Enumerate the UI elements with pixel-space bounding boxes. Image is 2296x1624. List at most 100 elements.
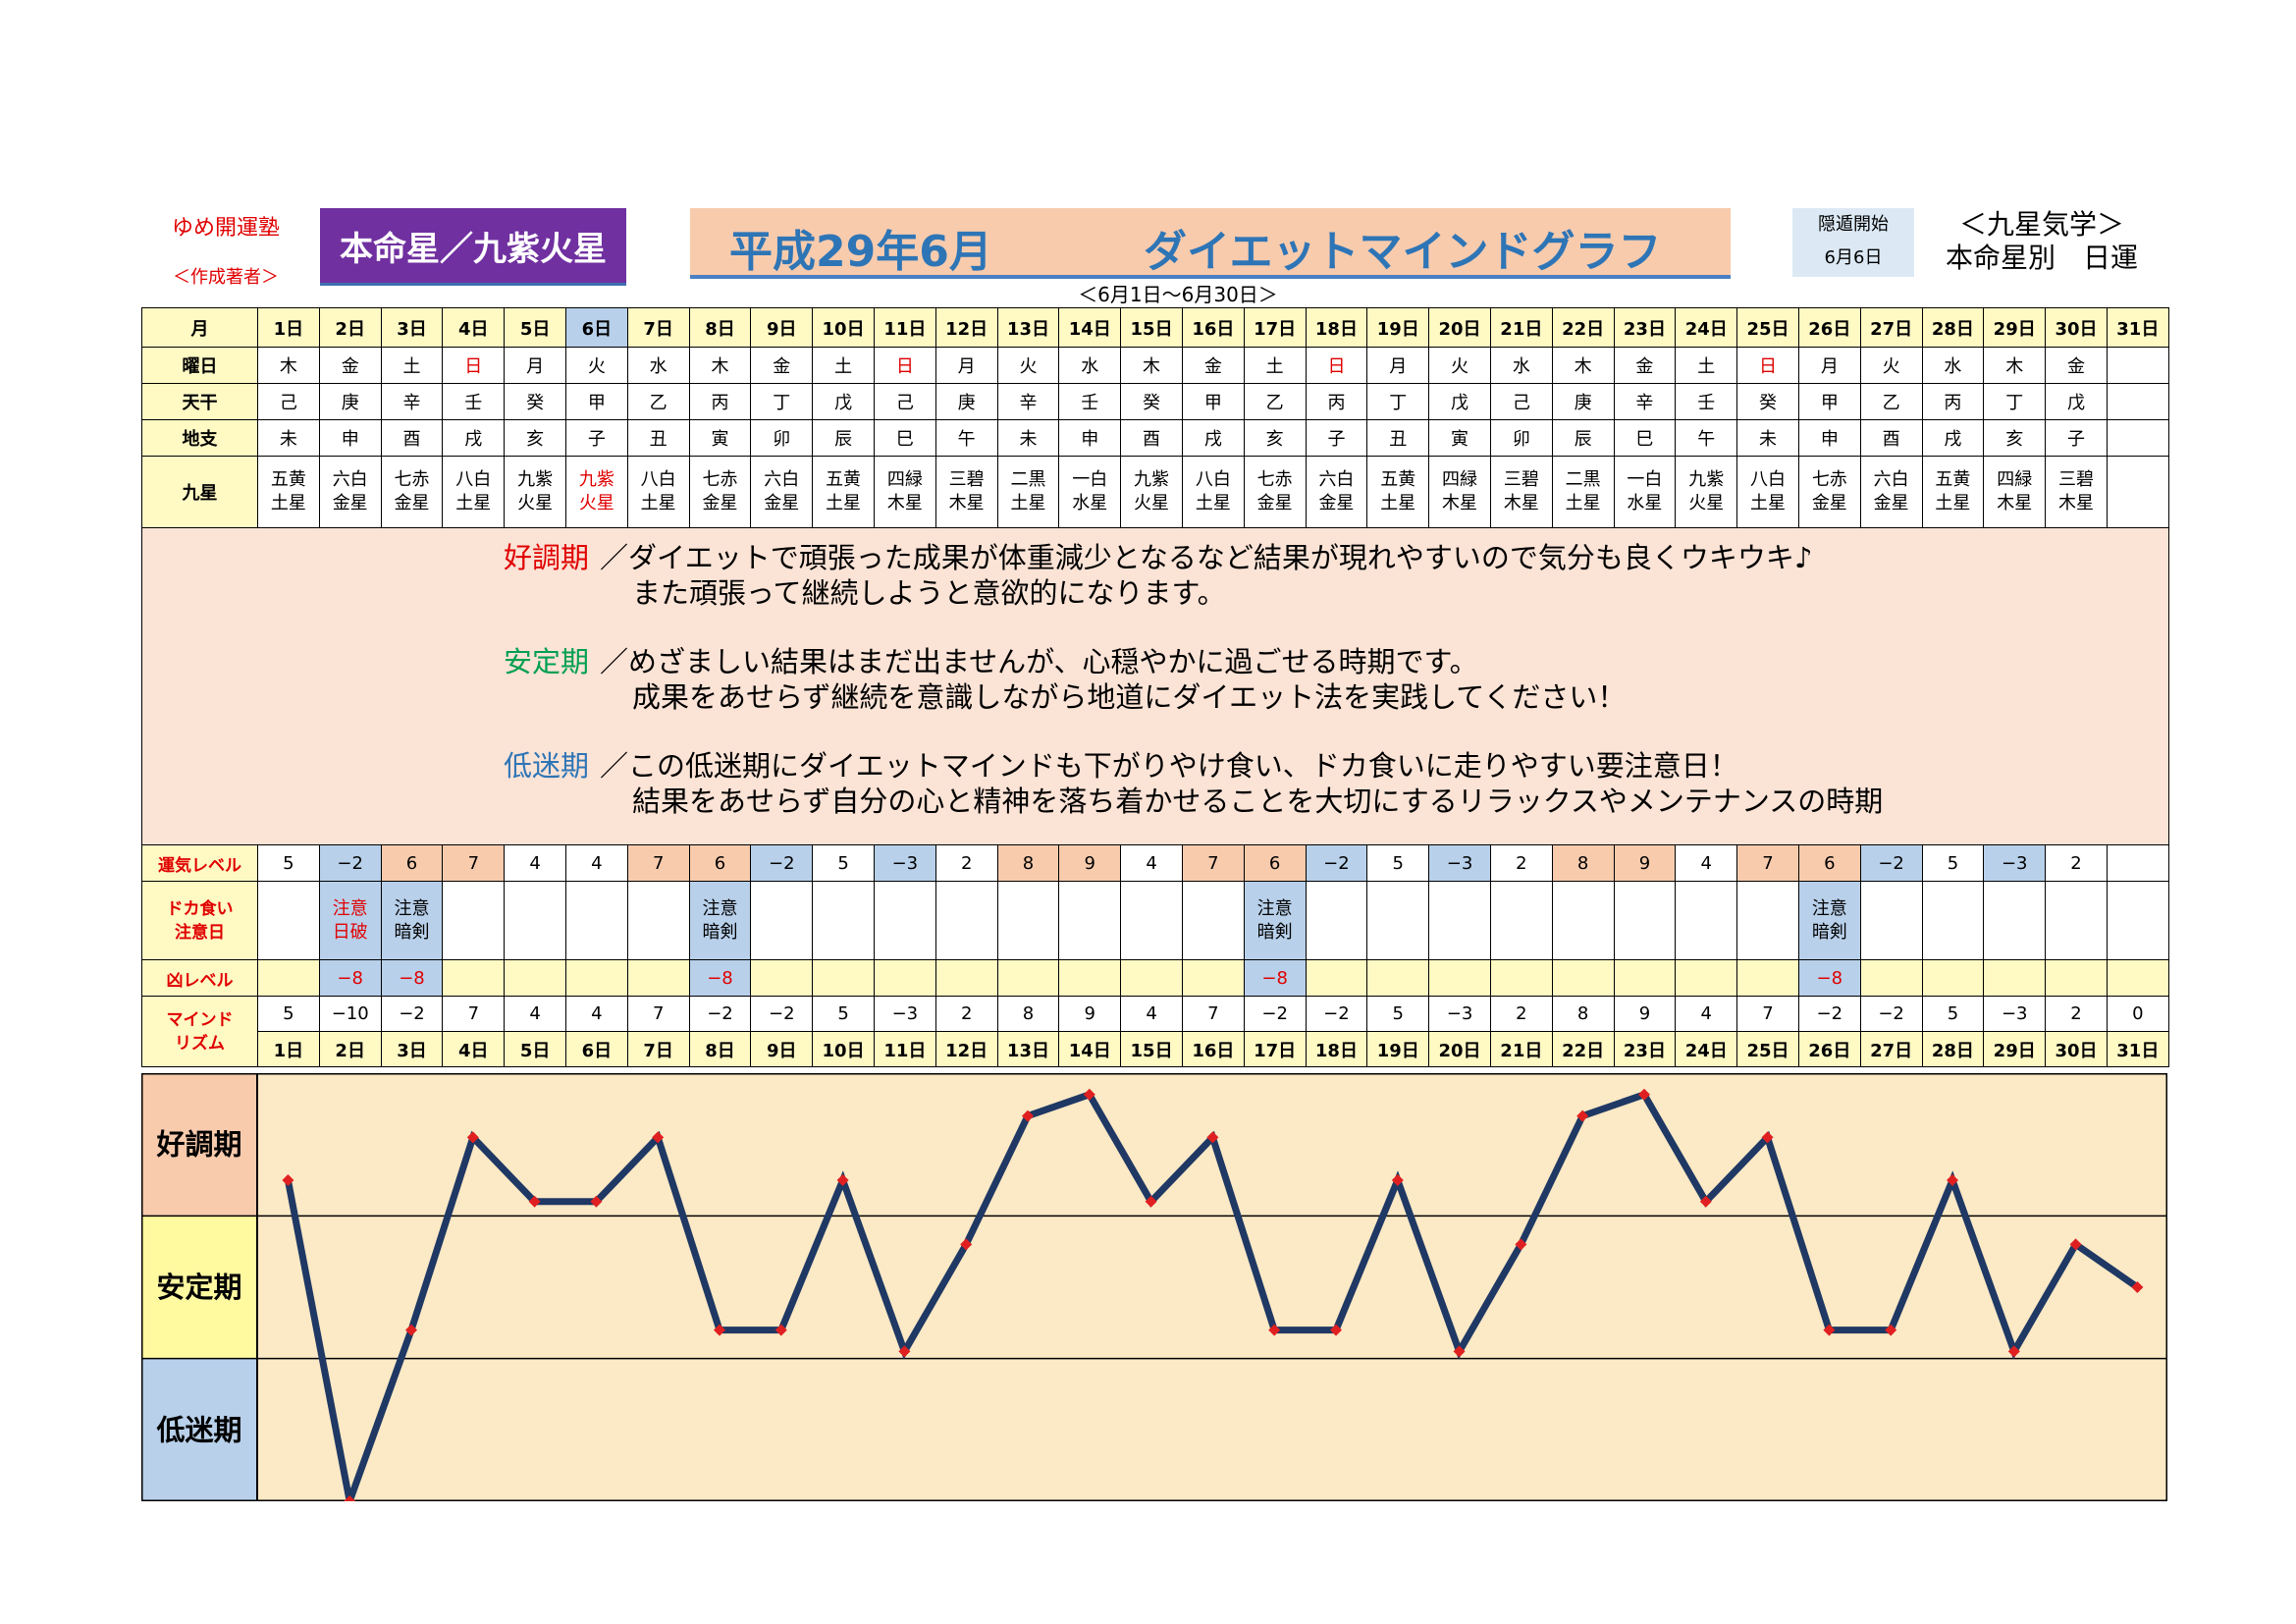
data-point-marker bbox=[1391, 1174, 1404, 1186]
day-footer: 5日 bbox=[504, 1031, 566, 1067]
kyusei-cell: 九紫 火星 bbox=[1120, 456, 1183, 528]
kyusei-cell: 三碧 木星 bbox=[1489, 456, 1553, 528]
tenkan-cell: 己 bbox=[1489, 383, 1553, 420]
chishi-cell bbox=[2106, 419, 2169, 457]
chishi-cell: 未 bbox=[996, 419, 1060, 457]
day-footer: 16日 bbox=[1181, 1031, 1245, 1067]
unki-cell: −2 bbox=[318, 844, 382, 882]
data-point-marker bbox=[1145, 1195, 1157, 1208]
weekday-cell: 水 bbox=[1489, 347, 1553, 384]
weekday-cell: 木 bbox=[1551, 347, 1615, 384]
dokagui-cell bbox=[1058, 881, 1122, 960]
day-footer: 3日 bbox=[380, 1031, 444, 1067]
weekday-cell: 月 bbox=[1797, 347, 1861, 384]
unki-cell: 7 bbox=[1181, 844, 1245, 882]
dokagui-cell bbox=[1859, 881, 1923, 960]
kyou-cell bbox=[1613, 959, 1677, 997]
row-month: 月 1日 2日 3日 4日 5日 6日 7日 8日 9日 10日 11日 12日 13日 14日 15日 16… bbox=[141, 307, 2169, 348]
mind-value-cell: −2 bbox=[688, 996, 752, 1032]
dokagui-cell bbox=[1120, 881, 1183, 960]
dokagui-cell bbox=[504, 881, 566, 960]
tenkan-cell: 丁 bbox=[750, 383, 814, 420]
day-footer: 13日 bbox=[996, 1031, 1060, 1067]
unki-cell: 4 bbox=[504, 844, 566, 882]
row-mind: マインド リズム 5 −10 −2 7 4 4 7 −2 −2 5 −3 2 8 9 4 7 −2 −2 5 −3 2 8… bbox=[141, 996, 2169, 1067]
weekday-cell: 火 bbox=[1859, 347, 1923, 384]
row-description: 好調期 ／ダイエットで頑張った成果が体重減少となるなど結果が現れやすいので気分も良… bbox=[141, 527, 2169, 845]
day-header: 18日 bbox=[1305, 307, 1368, 348]
chishi-cell: 亥 bbox=[1243, 419, 1307, 457]
description-panel: 好調期 ／ダイエットで頑張った成果が体重減少となるなど結果が現れやすいので気分も良… bbox=[141, 527, 2169, 845]
unki-cell: −2 bbox=[1305, 844, 1368, 882]
data-point-marker bbox=[1947, 1174, 1958, 1186]
weekday-cell: 日 bbox=[1305, 347, 1368, 384]
weekday-cell: 木 bbox=[1983, 347, 2047, 384]
weekday-cell: 火 bbox=[996, 347, 1060, 384]
band-label-bg bbox=[141, 1073, 257, 1217]
row-label-unki: 運気レベル bbox=[141, 844, 258, 882]
row-kyou: 凶レベル −8 −8 −8 −8 −8 bbox=[141, 959, 2169, 997]
chishi-cell: 戌 bbox=[1921, 419, 1985, 457]
tenkan-cell: 乙 bbox=[626, 383, 690, 420]
tenkan-cell: 壬 bbox=[442, 383, 506, 420]
kyusei-cell: 六白 金星 bbox=[750, 456, 814, 528]
low-period-text: 低迷期 ／この低迷期にダイエットマインドも下がりやけ食い、ドカ食いに走りやすい要注… bbox=[504, 748, 1883, 819]
data-point-marker bbox=[1638, 1088, 1650, 1101]
dokagui-cell: 注意 暗剣 bbox=[688, 881, 752, 960]
day-footer: 21日 bbox=[1489, 1031, 1553, 1067]
stable-line1: ／めざましい結果はまだ出ませんが、心穏やかに過ごせる時期です。 bbox=[600, 645, 1478, 678]
weekday-cell: 土 bbox=[1243, 347, 1307, 384]
tenkan-cell: 壬 bbox=[1675, 383, 1738, 420]
data-point-marker bbox=[774, 1324, 787, 1336]
kyusei-cell: 七赤 金星 bbox=[688, 456, 752, 528]
day-footer: 24日 bbox=[1675, 1031, 1738, 1067]
weekday-cell: 月 bbox=[1366, 347, 1430, 384]
row-label-kyusei: 九星 bbox=[141, 456, 258, 528]
weekday-cell: 火 bbox=[564, 347, 628, 384]
dokagui-cell bbox=[2045, 881, 2108, 960]
unki-cell: 5 bbox=[1366, 844, 1430, 882]
dokagui-cell bbox=[626, 881, 690, 960]
chishi-cell: 子 bbox=[2045, 419, 2108, 457]
data-point-marker bbox=[1268, 1324, 1281, 1336]
kyusei-cell: 七赤 金星 bbox=[380, 456, 444, 528]
data-point-marker bbox=[898, 1345, 911, 1358]
day-footer: 9日 bbox=[750, 1031, 814, 1067]
chishi-cell: 寅 bbox=[1428, 419, 1491, 457]
unki-cell: 7 bbox=[626, 844, 690, 882]
kyou-cell bbox=[1489, 959, 1553, 997]
day-header: 11日 bbox=[873, 307, 936, 348]
kyusei-cell: 四緑 木星 bbox=[1983, 456, 2047, 528]
tenkan-cell: 癸 bbox=[504, 383, 566, 420]
kyou-cell bbox=[626, 959, 690, 997]
weekday-cell bbox=[2106, 347, 2169, 384]
weekday-cell: 金 bbox=[1181, 347, 1245, 384]
day-footer: 4日 bbox=[442, 1031, 506, 1067]
weekday-cell: 木 bbox=[257, 347, 320, 384]
mind-value-cell: 2 bbox=[1489, 996, 1553, 1032]
mind-value-cell: 0 bbox=[2106, 996, 2169, 1032]
chishi-cell: 酉 bbox=[380, 419, 444, 457]
chishi-cell: 申 bbox=[318, 419, 382, 457]
data-point-marker bbox=[960, 1238, 973, 1251]
mind-value-cell: 2 bbox=[2045, 996, 2108, 1032]
kyusei-cell: 六白 金星 bbox=[1859, 456, 1923, 528]
mind-value-cell: 5 bbox=[812, 996, 875, 1032]
chishi-cell: 卯 bbox=[1489, 419, 1553, 457]
row-kyusei: 九星 五黄 土星 六白 金星 七赤 金星 八白 土星 九紫 火星 九紫 火星 八白 土星 七赤… bbox=[141, 456, 2169, 528]
day-footer: 2日 bbox=[318, 1031, 382, 1067]
kyusei-cell: 二黒 土星 bbox=[1551, 456, 1615, 528]
kyusei-cell: 四緑 木星 bbox=[1428, 456, 1491, 528]
day-footer: 19日 bbox=[1366, 1031, 1430, 1067]
tenkan-cell: 乙 bbox=[1859, 383, 1923, 420]
kyusei-cell bbox=[2106, 456, 2169, 528]
band-label: 安定期 bbox=[156, 1271, 241, 1304]
title-date: 平成29年6月 bbox=[729, 227, 992, 277]
kyou-cell bbox=[257, 959, 320, 997]
good-period-text: 好調期 ／ダイエットで頑張った成果が体重減少となるなど結果が現れやすいので気分も良… bbox=[504, 540, 1812, 611]
kyou-cell bbox=[1120, 959, 1183, 997]
band-label: 低迷期 bbox=[155, 1413, 241, 1446]
kyou-cell bbox=[1983, 959, 2047, 997]
low-line1: ／この低迷期にダイエットマインドも下がりやけ食い、ドカ食いに走りやすい要注意日！ bbox=[600, 749, 1738, 783]
